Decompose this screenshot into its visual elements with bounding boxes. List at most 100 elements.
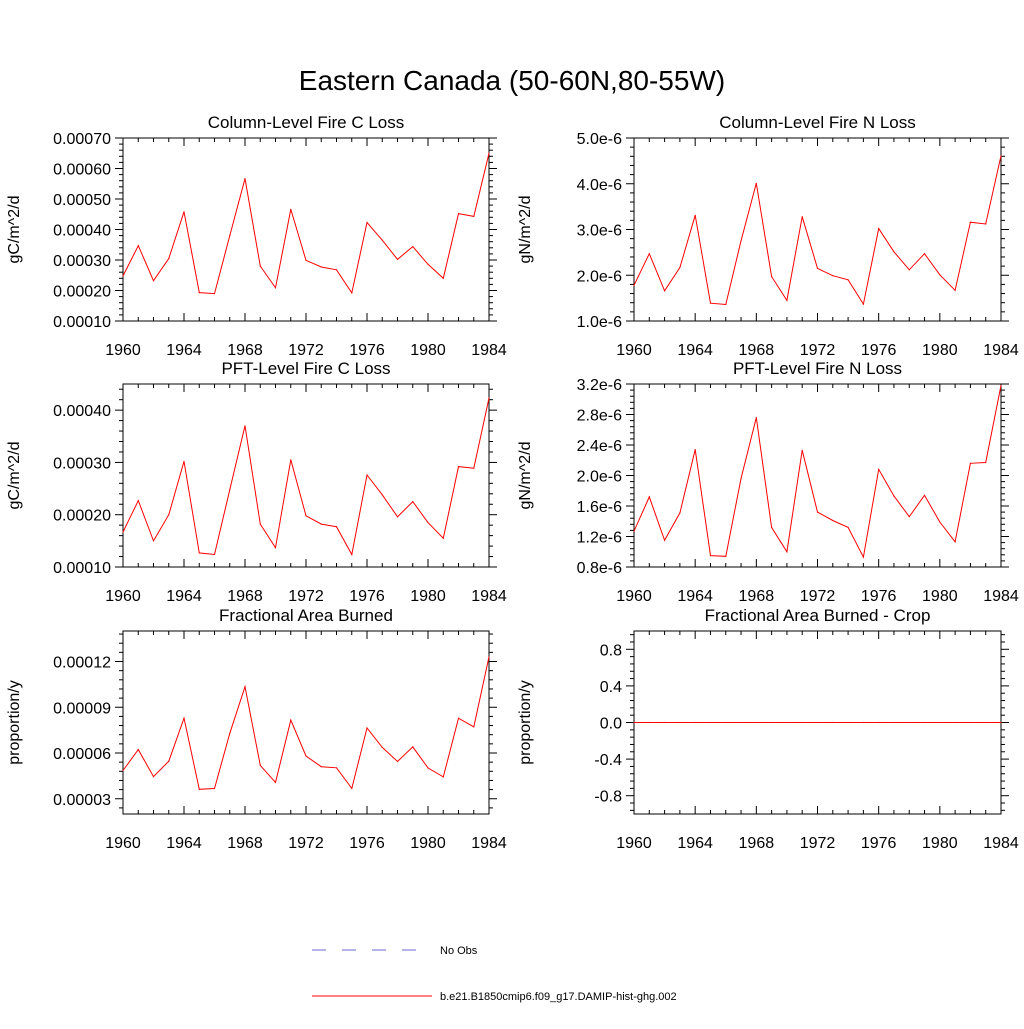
y-axis-label: proportion/y: [6, 680, 23, 765]
data-point: [663, 539, 666, 541]
data-point: [969, 462, 972, 464]
data-point: [908, 721, 910, 724]
data-point: [168, 760, 170, 762]
data-point: [351, 553, 353, 556]
y-tick-label: 0.00030: [53, 253, 111, 270]
data-point: [442, 537, 444, 539]
x-tick-label: 1972: [800, 835, 836, 852]
data-point: [847, 279, 849, 281]
data-point: [457, 466, 460, 468]
chart-panel-3: 1960 1964 1968 1972 1976 1980 1984 0.00010 0.000…: [6, 359, 507, 605]
data-point: [427, 521, 429, 524]
data-point: [954, 289, 956, 291]
data-point: [122, 769, 124, 772]
data-point: [985, 721, 987, 724]
x-tick-label: 1980: [410, 342, 446, 359]
data-point: [679, 266, 681, 269]
x-tick-label: 1960: [616, 588, 652, 605]
data-point: [694, 448, 696, 451]
data-point: [893, 721, 895, 724]
data-point: [335, 767, 338, 769]
data-point: [198, 552, 200, 554]
data-point: [457, 717, 460, 719]
y-tick-label: 1.2e-6: [577, 530, 622, 547]
series-line: [633, 155, 1002, 306]
x-tick-label: 1980: [410, 835, 446, 852]
legend-obs-label: No Obs: [440, 945, 478, 957]
x-tick-label: 1976: [861, 835, 897, 852]
data-point: [709, 302, 712, 304]
data-point: [1000, 721, 1002, 724]
x-tick-label: 1976: [349, 588, 385, 605]
data-point: [862, 721, 864, 724]
data-point: [351, 292, 353, 294]
y-tick-label: 0.00070: [53, 131, 111, 148]
data-point: [259, 265, 261, 267]
data-point: [335, 526, 338, 528]
data-point: [320, 523, 322, 525]
x-tick-label: 1960: [105, 342, 141, 359]
data-point: [473, 215, 475, 217]
data-point: [488, 152, 490, 154]
chart-panel-6: 1960 1964 1968 1972 1976 1980 1984 -0.8 -0.4 0.0 0…: [517, 606, 1019, 852]
chart-panels: 1960 1964 1968 1972 1976 1980 1984 0.00010 0.000…: [6, 113, 1019, 852]
y-tick-label: 0.00050: [53, 192, 111, 209]
chart-panel-2: 1960 1964 1968 1972 1976 1980 1984 1.0e-6 2.0e-6…: [517, 113, 1019, 359]
x-tick-label: 1980: [922, 835, 958, 852]
x-tick-label: 1960: [616, 835, 652, 852]
data-point: [816, 721, 819, 724]
data-point: [412, 746, 414, 748]
data-point: [488, 397, 490, 399]
data-point: [473, 467, 475, 469]
x-tick-label: 1964: [166, 835, 202, 852]
y-tick-label: 0.00040: [53, 403, 111, 420]
data-point: [923, 721, 926, 724]
data-point: [290, 208, 292, 210]
data-point: [274, 287, 277, 289]
x-tick-label: 1964: [677, 342, 713, 359]
data-point: [755, 721, 757, 724]
data-point: [771, 721, 773, 724]
data-point: [694, 721, 696, 724]
x-tick-label: 1984: [983, 588, 1019, 605]
data-point: [137, 245, 139, 247]
data-point: [259, 523, 261, 525]
x-tick-label: 1968: [739, 342, 775, 359]
data-point: [878, 468, 880, 470]
data-point: [663, 721, 666, 724]
data-point: [740, 240, 742, 242]
data-point: [305, 755, 307, 757]
data-point: [488, 656, 490, 658]
data-point: [954, 721, 956, 724]
data-point: [320, 766, 322, 768]
data-point: [137, 749, 139, 751]
data-point: [985, 223, 987, 225]
panel-title: PFT-Level Fire N Loss: [733, 359, 902, 378]
data-point: [427, 263, 429, 265]
panel-title: Column-Level Fire N Loss: [719, 113, 916, 132]
y-tick-label: 0.8e-6: [577, 560, 622, 577]
panel-title: Column-Level Fire C Loss: [208, 113, 405, 132]
data-point: [939, 274, 941, 276]
data-point: [198, 788, 200, 790]
data-point: [381, 239, 383, 241]
series-line: [633, 385, 1002, 559]
x-tick-label: 1960: [105, 835, 141, 852]
y-tick-label: -0.4: [594, 752, 622, 769]
x-tick-label: 1972: [288, 835, 324, 852]
data-point: [366, 221, 368, 224]
data-point: [679, 512, 681, 514]
x-tick-label: 1972: [288, 342, 324, 359]
x-tick-label: 1976: [349, 835, 385, 852]
data-point: [381, 494, 383, 496]
data-point: [366, 474, 368, 476]
data-point: [740, 721, 742, 724]
data-point: [923, 253, 926, 255]
data-point: [862, 303, 864, 305]
x-tick-label: 1984: [983, 835, 1019, 852]
data-point: [679, 721, 681, 724]
panel-title: Fractional Area Burned - Crop: [705, 606, 931, 625]
y-tick-label: 2.8e-6: [577, 408, 622, 425]
x-tick-label: 1968: [227, 588, 263, 605]
